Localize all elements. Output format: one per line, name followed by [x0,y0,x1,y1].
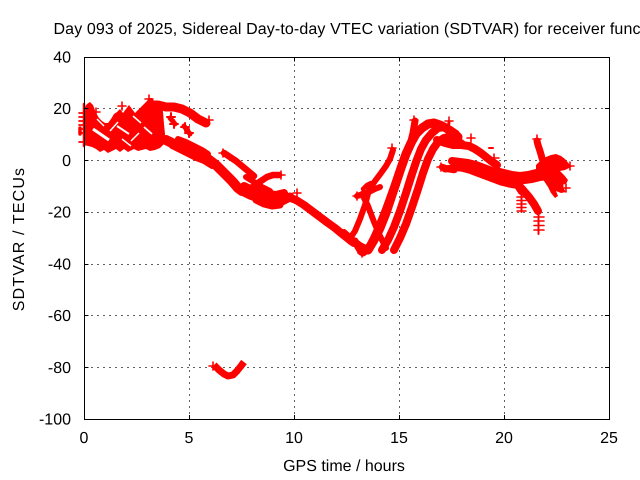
svg-text:-80: -80 [48,360,71,377]
svg-text:15: 15 [390,430,408,447]
svg-text:-40: -40 [48,256,71,273]
svg-text:Day 093 of 2025, Sidereal Day-: Day 093 of 2025, Sidereal Day-to-day VTE… [54,21,640,38]
svg-text:SDTVAR / TECUs: SDTVAR / TECUs [11,167,28,311]
svg-text:0: 0 [62,153,71,170]
svg-text:-20: -20 [48,205,71,222]
svg-text:20: 20 [53,101,71,118]
svg-text:0: 0 [80,430,89,447]
svg-text:25: 25 [600,430,618,447]
svg-text:GPS time / hours: GPS time / hours [283,458,405,475]
svg-text:5: 5 [185,430,194,447]
svg-text:10: 10 [285,430,303,447]
svg-text:40: 40 [53,50,71,67]
svg-text:-100: -100 [39,412,71,429]
svg-text:20: 20 [495,430,513,447]
svg-text:-60: -60 [48,308,71,325]
